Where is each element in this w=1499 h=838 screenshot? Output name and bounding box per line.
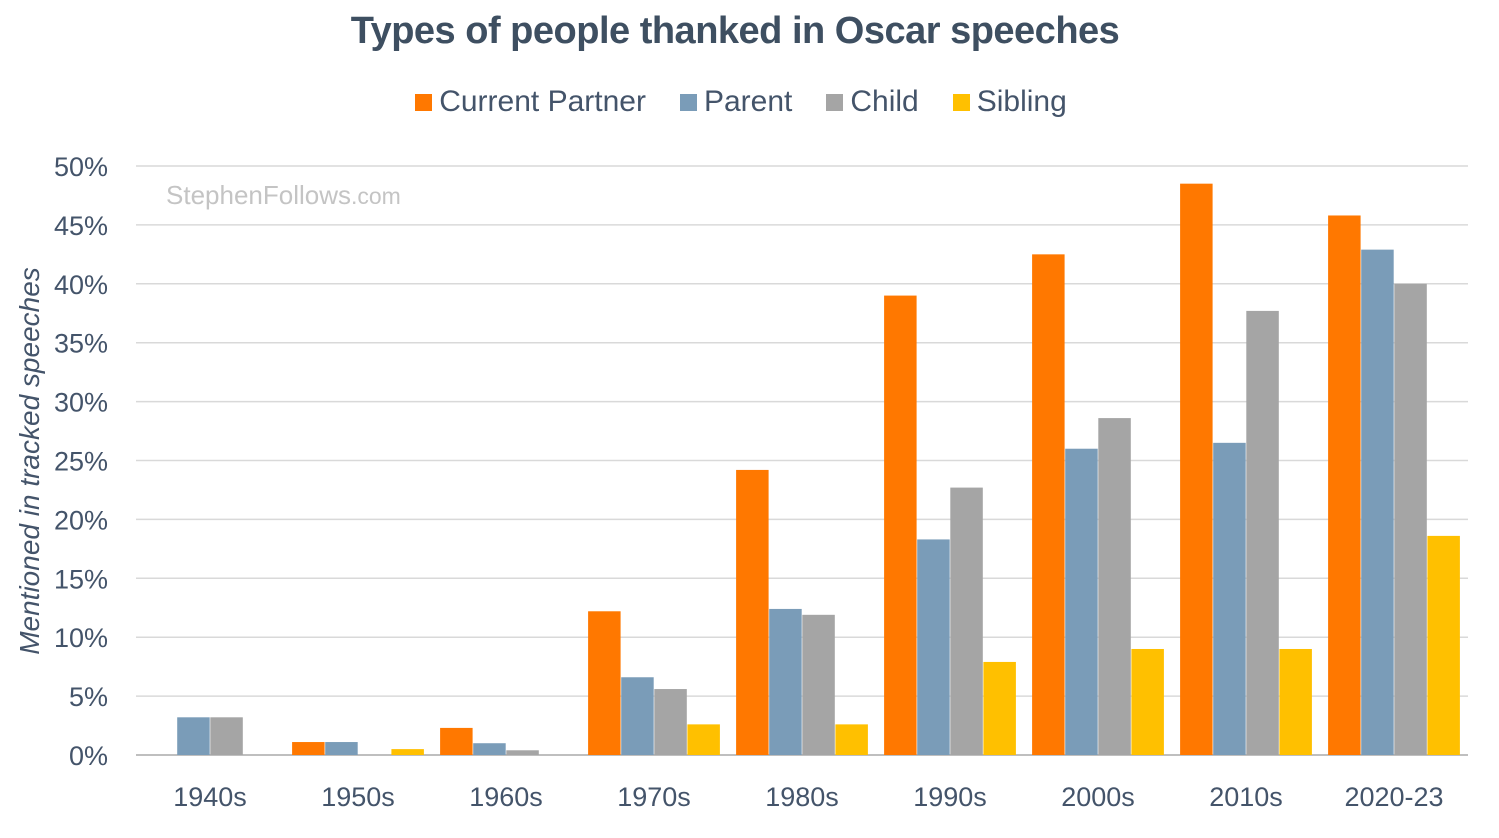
- bar-child-2010s: [1246, 310, 1279, 755]
- legend-swatch-current-partner: [415, 93, 433, 111]
- bar-parent-2000s: [1065, 448, 1098, 755]
- x-tick-label: 2010s: [1209, 782, 1283, 812]
- bar-current-partner-2000s: [1032, 254, 1065, 755]
- bar-current-partner-2010s: [1180, 183, 1213, 756]
- bar-sibling-2000s: [1131, 648, 1164, 755]
- watermark-suffix: .com: [351, 183, 401, 209]
- bar-current-partner-1960s: [440, 727, 473, 755]
- legend-label-current-partner: Current Partner: [439, 85, 646, 118]
- bar-current-partner-1990s: [884, 295, 917, 755]
- y-tick-label: 30%: [54, 388, 108, 418]
- x-tick-label: 1960s: [469, 782, 543, 812]
- legend-swatch-sibling: [952, 93, 970, 111]
- bar-child-1940s: [210, 717, 243, 755]
- legend: Current Partner Parent Child Sibling: [0, 85, 1482, 119]
- bar-parent-1970s: [621, 677, 654, 755]
- bar-sibling-1950s: [391, 749, 424, 755]
- legend-label-child: Child: [850, 85, 919, 118]
- bar-child-1980s: [802, 614, 835, 755]
- bar-child-2000s: [1098, 418, 1131, 755]
- legend-swatch-parent: [679, 93, 697, 111]
- legend-swatch-child: [826, 93, 844, 111]
- bar-child-1990s: [950, 487, 983, 755]
- legend-label-sibling: Sibling: [976, 85, 1067, 118]
- bar-parent-1950s: [325, 742, 358, 755]
- bar-parent-2020-23: [1361, 249, 1394, 755]
- bar-parent-1940s: [177, 717, 210, 755]
- x-tick-label: 1950s: [321, 782, 395, 812]
- y-tick-label: 40%: [54, 270, 108, 300]
- bar-current-partner-1970s: [588, 611, 621, 755]
- legend-item-current-partner: Current Partner: [415, 85, 646, 119]
- legend-item-child: Child: [826, 85, 919, 119]
- bar-sibling-1980s: [835, 724, 868, 755]
- y-tick-label: 0%: [69, 741, 108, 771]
- x-tick-label: 2020-23: [1344, 782, 1443, 812]
- x-tick-label: 2000s: [1061, 782, 1135, 812]
- y-axis-title: Mentioned in tracked speeches: [14, 267, 45, 655]
- bar-sibling-1970s: [687, 724, 720, 755]
- x-tick-label: 1990s: [913, 782, 987, 812]
- watermark-main: StephenFollows: [166, 180, 351, 210]
- x-tick-label: 1970s: [617, 782, 691, 812]
- y-tick-label: 20%: [54, 505, 108, 535]
- bar-parent-2010s: [1213, 442, 1246, 755]
- y-tick-label: 5%: [69, 682, 108, 712]
- y-tick-label: 35%: [54, 329, 108, 359]
- y-tick-label: 15%: [54, 564, 108, 594]
- bar-child-1970s: [654, 689, 687, 755]
- legend-label-parent: Parent: [703, 85, 793, 118]
- bar-child-2020-23: [1394, 283, 1427, 755]
- y-tick-label: 50%: [54, 152, 108, 182]
- bar-parent-1990s: [917, 539, 950, 755]
- chart-title: Types of people thanked in Oscar speeche…: [350, 10, 1120, 52]
- legend-item-parent: Parent: [679, 85, 793, 119]
- y-tick-label: 45%: [54, 211, 108, 241]
- x-tick-label: 1980s: [765, 782, 839, 812]
- y-tick-label: 10%: [54, 623, 108, 653]
- bar-sibling-2020-23: [1427, 535, 1460, 755]
- y-tick-label: 25%: [54, 447, 108, 477]
- bar-sibling-2010s: [1279, 648, 1312, 755]
- legend-item-sibling: Sibling: [952, 85, 1067, 119]
- bar-child-1960s: [506, 750, 539, 755]
- bar-current-partner-1980s: [736, 469, 769, 755]
- bar-current-partner-1950s: [292, 742, 325, 755]
- bar-sibling-1990s: [983, 661, 1016, 755]
- bar-parent-1980s: [769, 608, 802, 755]
- bar-parent-1960s: [473, 743, 506, 755]
- watermark: StephenFollows.com: [166, 180, 401, 211]
- bar-current-partner-2020-23: [1328, 215, 1361, 755]
- x-tick-label: 1940s: [173, 782, 247, 812]
